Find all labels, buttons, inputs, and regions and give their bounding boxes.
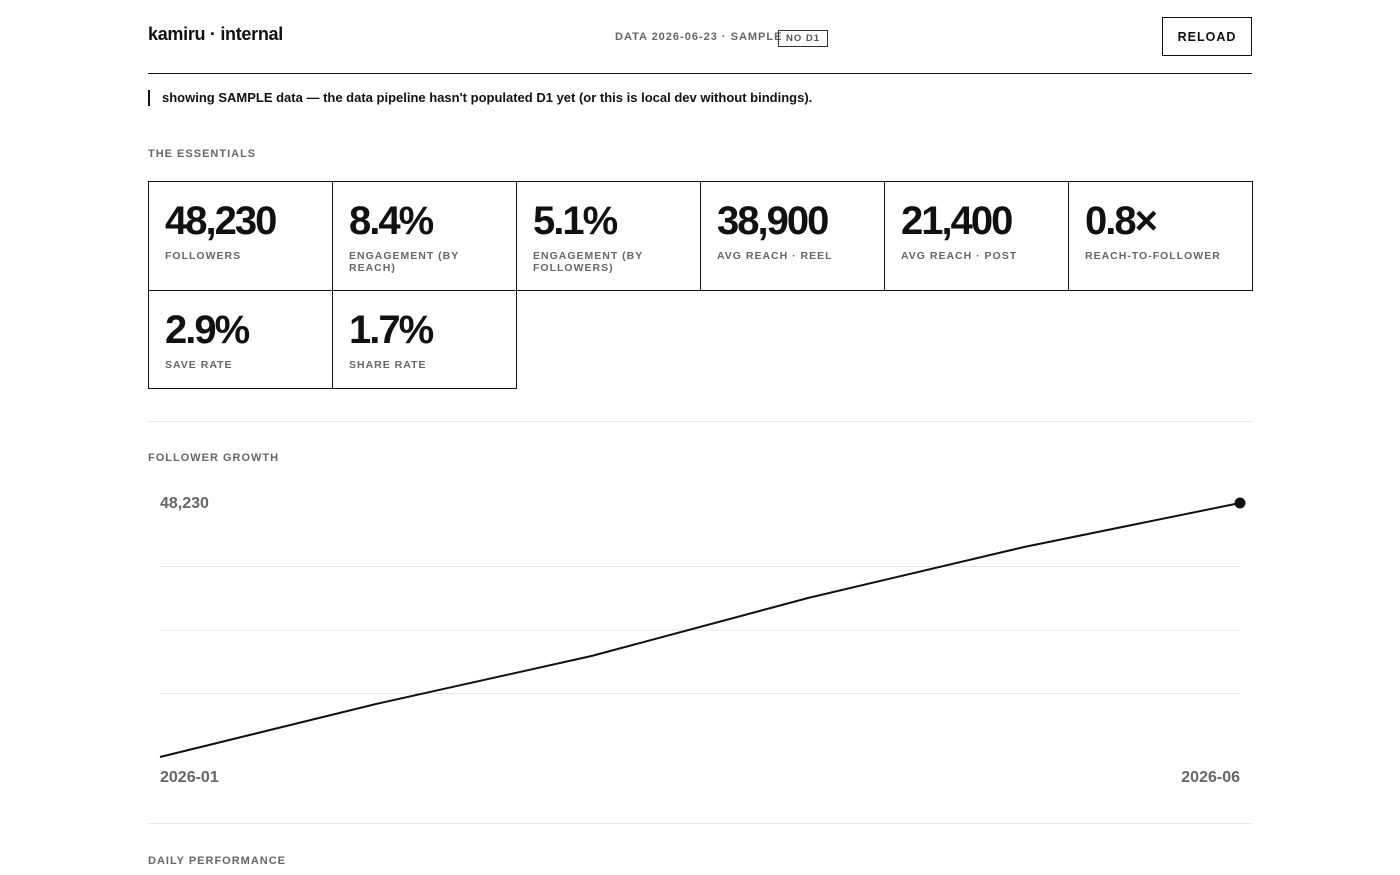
section-heading: THE ESSENTIALS [148, 148, 257, 160]
sample-notice: showing SAMPLE data — the data pipeline … [148, 90, 812, 106]
metric-label: FOLLOWERS [165, 250, 242, 262]
divider [148, 823, 1252, 824]
data-status: DATA 2026-06-23 · SAMPLE [615, 31, 783, 43]
metric-card: 0.8× REACH-TO-FOLLOWER [1068, 181, 1253, 291]
x-tick-label: 2026-01 [160, 769, 219, 786]
divider [148, 421, 1252, 422]
metric-label: SAVE RATE [165, 359, 233, 371]
metric-value: 38,900 [717, 199, 829, 243]
metric-value: 0.8× [1085, 199, 1158, 243]
end-point [1234, 497, 1246, 509]
section-heading: FOLLOWER GROWTH [148, 452, 280, 464]
metric-card: 21,400 AVG REACH · POST [884, 181, 1069, 291]
metric-label: AVG REACH · REEL [717, 250, 833, 262]
metric-value: 2.9% [165, 308, 250, 352]
metric-label: ENGAGEMENT (BY FOLLOWERS) [533, 250, 644, 274]
value-label: 48,230 [160, 495, 209, 512]
metric-label: SHARE RATE [349, 359, 427, 371]
metric-value: 5.1% [533, 199, 618, 243]
metric-label: ENGAGEMENT (BY REACH) [349, 250, 460, 274]
x-tick-label: 2026-06 [1181, 769, 1240, 786]
metric-card: 1.7% SHARE RATE [332, 290, 517, 389]
metric-card: 2.9% SAVE RATE [148, 290, 333, 389]
section-heading: DAILY PERFORMANCE [148, 855, 287, 867]
metric-card: 8.4% ENGAGEMENT (BY REACH) [332, 181, 517, 291]
metric-value: 21,400 [901, 199, 1013, 243]
metric-cards: 48,230 FOLLOWERS 8.4% ENGAGEMENT (BY REACH)… [148, 181, 1253, 389]
metric-value: 8.4% [349, 199, 434, 243]
metric-card: 38,900 AVG REACH · REEL [700, 181, 885, 291]
metric-label: REACH-TO-FOLLOWER [1085, 250, 1221, 262]
app-title: kamiru · internal [148, 24, 283, 44]
metric-value: 48,230 [165, 199, 277, 243]
status-badge: NO D1 [778, 30, 829, 47]
line [159, 502, 1241, 758]
metric-label: AVG REACH · POST [901, 250, 1018, 262]
header-rule [148, 73, 1252, 74]
reload-button[interactable]: RELOAD [1162, 17, 1252, 56]
metric-value: 1.7% [349, 308, 434, 352]
